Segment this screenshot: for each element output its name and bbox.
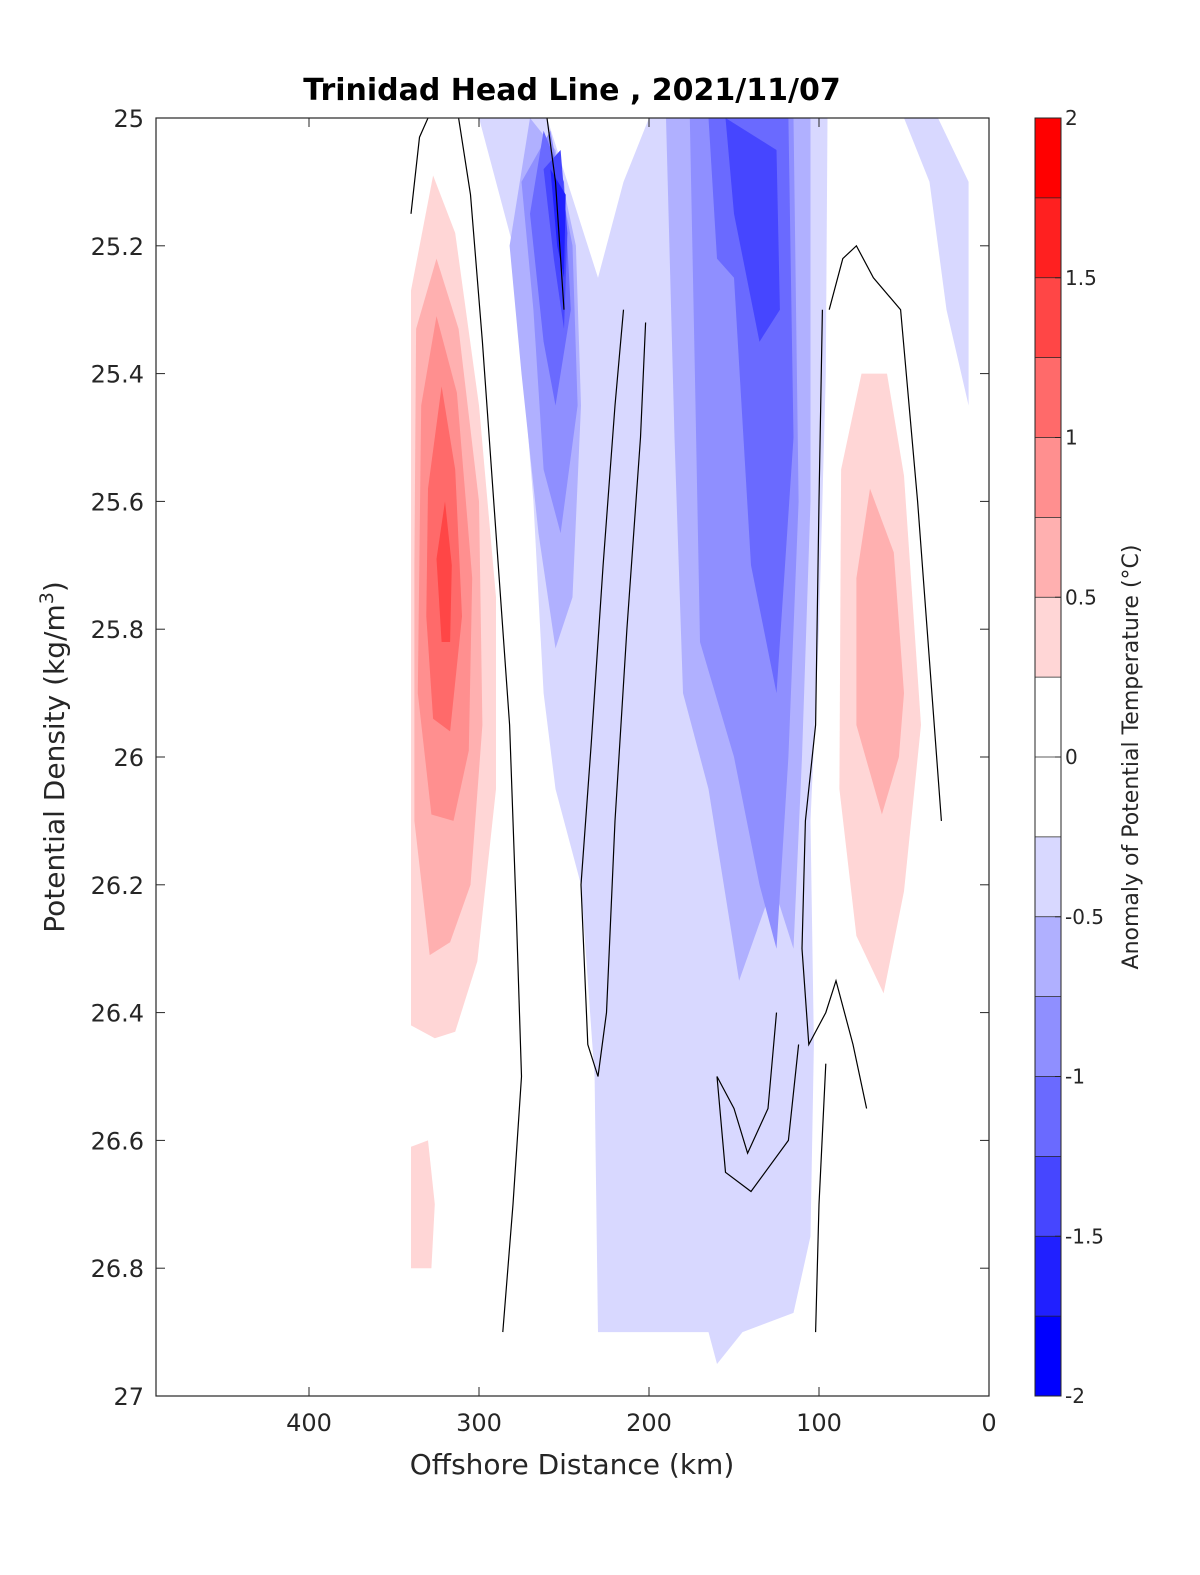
x-tick-label: 400: [286, 1409, 332, 1437]
y-tick-label: 25.6: [91, 488, 144, 516]
colorbar-label: Anomaly of Potential Temperature (°C): [1119, 545, 1144, 970]
colorbar-tick-label: 0.5: [1065, 585, 1097, 609]
anomaly-region-7: [856, 488, 904, 815]
y-tick-label: 25: [113, 105, 144, 133]
colorbar-tick-label: -1.5: [1065, 1224, 1104, 1248]
colorbar: 2 1.5 1 0.5 0 -0.5 -1 -1.5 -2: [1034, 106, 1104, 1408]
colorbar-swatch: [1035, 996, 1061, 1077]
y-axis-label-superscript: 3: [36, 592, 58, 604]
colorbar-tick-label: 1: [1065, 426, 1078, 450]
zero-contour-line-7: [815, 1063, 827, 1333]
y-tick-label: 26.8: [91, 1255, 144, 1283]
colorbar-tick-label: -2: [1065, 1384, 1085, 1408]
x-tick-label: 100: [796, 1409, 842, 1437]
y-tick-label: 26: [113, 744, 144, 772]
y-tick-label: 25.2: [91, 233, 144, 261]
y-tick-label: 26.4: [91, 1000, 144, 1028]
x-axis-ticks: 400 300 200 100 0: [286, 118, 997, 1437]
zero-contour-line-5: [801, 309, 868, 1109]
colorbar-swatch: [1035, 597, 1061, 678]
colorbar-ticks: 2 1.5 1 0.5 0 -0.5 -1 -1.5 -2: [1055, 106, 1104, 1408]
colorbar-swatch: [1035, 836, 1061, 918]
y-tick-label: 26.6: [91, 1127, 144, 1155]
contour-fills: [411, 118, 969, 1364]
zero-contour-line-3: [580, 309, 647, 1077]
y-axis-label-close: ): [38, 581, 71, 592]
y-axis-label: Potential Density (kg/m3): [36, 581, 71, 933]
zero-contour-lines: [410, 118, 942, 1333]
colorbar-tick-label: 2: [1065, 106, 1078, 130]
colorbar-swatch: [1035, 757, 1061, 838]
colorbar-tick-label: -0.5: [1065, 905, 1104, 929]
zero-contour-line-4: [828, 244, 942, 821]
anomaly-region-17: [725, 118, 780, 342]
zero-contour-line-2: [546, 118, 565, 310]
x-axis-label: Offshore Distance (km): [410, 1448, 735, 1481]
anomaly-region-4: [436, 501, 452, 642]
y-tick-label: 25.4: [91, 361, 144, 389]
x-tick-label: 0: [981, 1409, 996, 1437]
anomaly-region-9: [904, 118, 969, 406]
colorbar-tick-label: 0: [1065, 745, 1078, 769]
y-tick-label: 25.8: [91, 616, 144, 644]
x-tick-label: 200: [626, 1409, 672, 1437]
colorbar-swatch: [1035, 118, 1061, 199]
colorbar-swatch: [1035, 517, 1061, 598]
x-tick-label: 300: [456, 1409, 502, 1437]
colorbar-swatches: [1035, 118, 1061, 1397]
colorbar-swatch: [1035, 1156, 1061, 1237]
colorbar-swatch: [1035, 677, 1061, 758]
colorbar-swatch: [1035, 1236, 1061, 1317]
colorbar-tick-label: 1.5: [1065, 266, 1097, 290]
colorbar-tick-label: -1: [1065, 1065, 1085, 1089]
colorbar-swatch: [1035, 197, 1061, 279]
colorbar-swatch: [1035, 1076, 1061, 1157]
colorbar-swatch: [1035, 1316, 1061, 1397]
colorbar-swatch: [1035, 916, 1061, 998]
plot-area: 400 300 200 100 0 25 25.2 25.4 25.6 25.8 26 26.2 26…: [91, 105, 997, 1437]
zero-contour-line-6: [716, 1012, 800, 1193]
colorbar-swatch: [1035, 277, 1061, 359]
colorbar-swatch: [1035, 437, 1061, 518]
zero-contour-line-1: [458, 118, 523, 1333]
y-tick-label: 26.2: [91, 872, 144, 900]
y-tick-label: 27: [113, 1383, 144, 1411]
colorbar-swatch: [1035, 357, 1061, 438]
zero-contour-line-0: [410, 118, 429, 214]
chart-title: Trinidad Head Line , 2021/11/07: [303, 73, 840, 108]
anomaly-region-5: [411, 1140, 435, 1269]
y-axis-ticks: 25 25.2 25.4 25.6 25.8 26 26.2 26.4 26.6 26.8 27: [91, 105, 989, 1411]
y-axis-label-text: Potential Density (kg/m: [38, 604, 71, 933]
